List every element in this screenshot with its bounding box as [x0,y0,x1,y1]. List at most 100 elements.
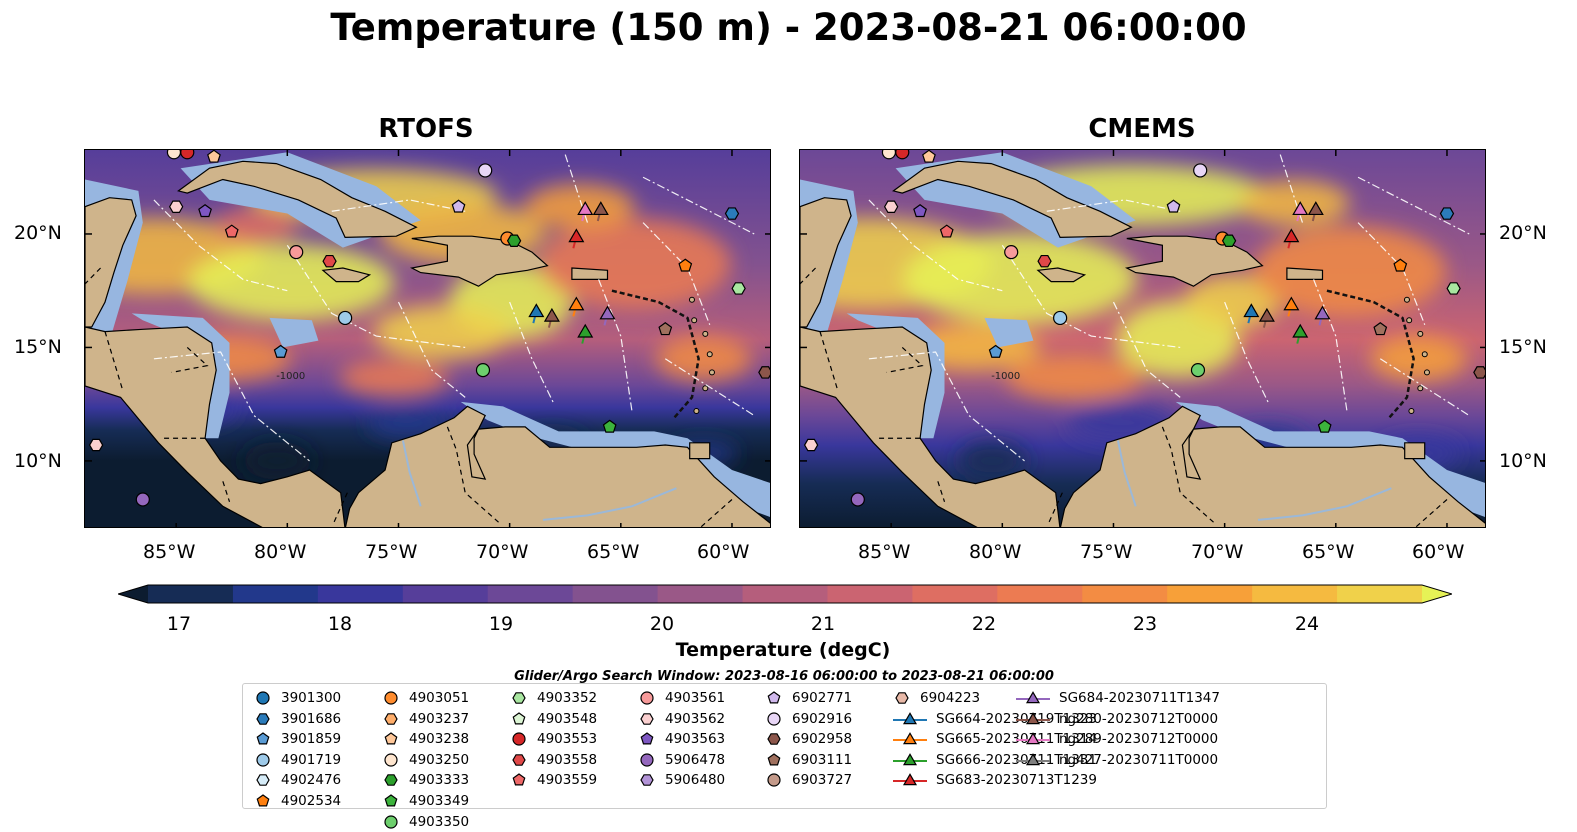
land-mass [1286,267,1324,280]
legend-triangle-icon [893,773,927,786]
land-mass [892,160,1133,239]
land-mass [409,235,549,287]
float-marker [1037,254,1052,268]
legend-label: 4903559 [537,772,598,789]
legend-item: ng289-20230712T0000 [1015,729,1218,749]
float-marker [207,150,221,163]
legend-label: SG684-20230711T1347 [1059,690,1220,706]
legend-item: 6902916 [764,709,852,729]
legend-hexagon-icon [895,692,909,704]
panel-title-cmems: CMEMS [1088,114,1196,144]
legend-pentagon-icon [256,732,270,745]
legend-item: 4903349 [381,791,469,811]
glider-marker [1283,296,1300,311]
float-marker [1166,199,1181,213]
legend-label: 4903237 [409,710,470,727]
legend-label: 4902476 [281,772,342,789]
lat-tick-label: 15°N [14,336,62,358]
legend-item: 3901859 [253,729,341,749]
lon-tick-label: 70°W [476,541,529,563]
legend-pentagon-icon [384,794,398,807]
legend-label: 4903563 [665,731,726,748]
legend-circle-icon [767,711,781,726]
glider-marker [1258,307,1275,322]
glider-marker [592,201,609,216]
legend-hexagon-icon [256,774,270,787]
land-mass [177,160,418,239]
legend-item: 5906480 [637,770,725,790]
legend-triangle-icon [1016,691,1050,704]
float-marker [724,207,740,220]
legend-item: 6904223 [892,688,980,708]
legend-label: 4903562 [665,710,726,727]
land-mass [1124,235,1264,287]
float-marker [1193,163,1208,178]
legend-label: 4903051 [409,690,470,706]
glider-marker [568,228,585,243]
legend-hexagon-icon [384,712,398,725]
colorbar-label: Temperature (degC) [675,639,891,661]
glider-marker [528,303,545,318]
legend-triangle-icon [893,752,927,766]
legend-label: 6902916 [792,710,853,727]
legend-label: 4902534 [281,793,342,809]
search-window-text: Glider/Argo Search Window: 2023-08-16 06… [514,669,1054,684]
float-marker [1221,234,1237,248]
colorbar-tick-label: 20 [649,613,675,635]
legend-hexagon-icon [512,753,526,766]
float-marker [135,492,150,507]
float-marker [1393,258,1408,272]
legend-circle-icon [640,691,654,705]
colorbar-tick-label: 21 [810,613,836,635]
legend-pentagon-icon [512,773,526,786]
legend-label: 6904223 [920,690,981,706]
shelf-area [269,317,319,348]
lon-tick-label: 85°W [143,541,196,563]
glider-marker [1307,201,1324,216]
float-marker [1317,419,1332,433]
land-mass [800,326,1061,527]
legend-label: 6902958 [792,731,853,748]
land-mass [800,197,852,328]
legend-label: 4903561 [665,690,726,706]
land-mass [571,267,609,280]
legend-item: 4903561 [637,688,725,708]
glider-marker [577,201,594,216]
legend-label: 4903333 [409,772,470,789]
colorbar-tick-label: 17 [166,613,192,635]
map-panel-rtofs: -1000 [84,149,771,528]
legend-pentagon-icon [767,753,781,766]
legend-item: 4902534 [253,791,341,811]
legend-item: 4903350 [381,812,469,832]
legend-label: 4903250 [409,751,470,768]
legend-circle-icon [384,753,398,767]
lat-tick-label: 10°N [14,450,62,472]
legend-circle-icon [256,691,270,705]
float-marker [1446,282,1461,295]
legend-item: 5906478 [637,750,725,770]
legend-item: ng427-20230711T0000 [1015,750,1218,770]
lon-tick-label: 65°W [587,541,640,563]
float-marker [678,258,693,272]
legend-item: 4903238 [381,729,469,749]
float-marker [1190,363,1206,378]
legend-pentagon-icon [512,711,526,725]
colorbar-tick-label: 22 [971,613,997,635]
float-marker [1004,245,1019,260]
legend-triangle-icon [1016,732,1050,745]
legend-item: 3901686 [253,709,341,729]
float-marker [758,366,770,379]
float-marker [731,282,746,295]
float-marker [289,245,304,260]
float-marker [224,224,239,238]
legend-item: 4903559 [509,770,597,790]
panel-title-rtofs: RTOFS [378,114,474,144]
legend-item: 4903333 [381,770,469,790]
legend-hexagon-icon [384,774,398,787]
glider-marker [1314,305,1331,320]
float-marker [881,150,897,160]
lat-tick-label: 20°N [1499,222,1547,244]
glider-marker [1243,303,1260,318]
legend-circle-icon [512,732,526,746]
float-marker [939,224,954,238]
